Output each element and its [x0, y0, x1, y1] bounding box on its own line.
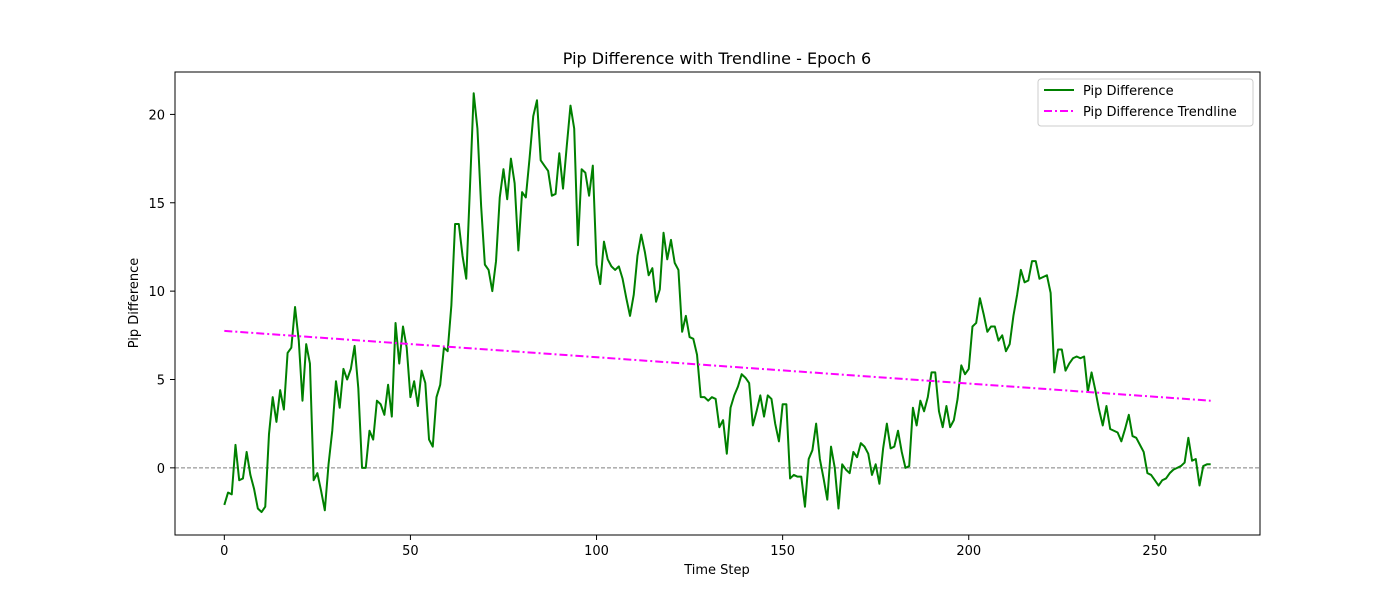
legend-frame [1037, 78, 1254, 127]
plot-area [175, 92, 1260, 514]
axes-frame [174, 71, 1261, 536]
x-tick-label: 50 [402, 544, 419, 559]
x-tick-label: 250 [1142, 544, 1167, 559]
y-tick-label: 5 [157, 373, 165, 388]
y-tick-label: 20 [148, 108, 165, 123]
series-line-pip-difference [223, 92, 1211, 514]
x-tick-label: 150 [770, 544, 795, 559]
chart-title: Pip Difference with Trendline - Epoch 6 [563, 49, 871, 68]
x-tick-label: 100 [584, 544, 609, 559]
x-axis-label: Time Step [683, 563, 750, 578]
legend: Pip Difference Pip Difference Trendline [1037, 78, 1254, 127]
axes: 0 50 100 150 200 250 0 5 10 15 20 [148, 71, 1261, 559]
y-tick-label: 10 [148, 285, 165, 300]
legend-label-trendline: Pip Difference Trendline [1083, 105, 1237, 120]
series-line-trendline [224, 329, 1211, 402]
x-tick-label: 0 [220, 544, 228, 559]
y-axis-label: Pip Difference [127, 258, 142, 349]
x-tick-label: 200 [956, 544, 981, 559]
y-tick-label: 0 [157, 462, 165, 477]
y-tick-label: 15 [148, 197, 165, 212]
legend-label-pip-difference: Pip Difference [1083, 84, 1174, 99]
